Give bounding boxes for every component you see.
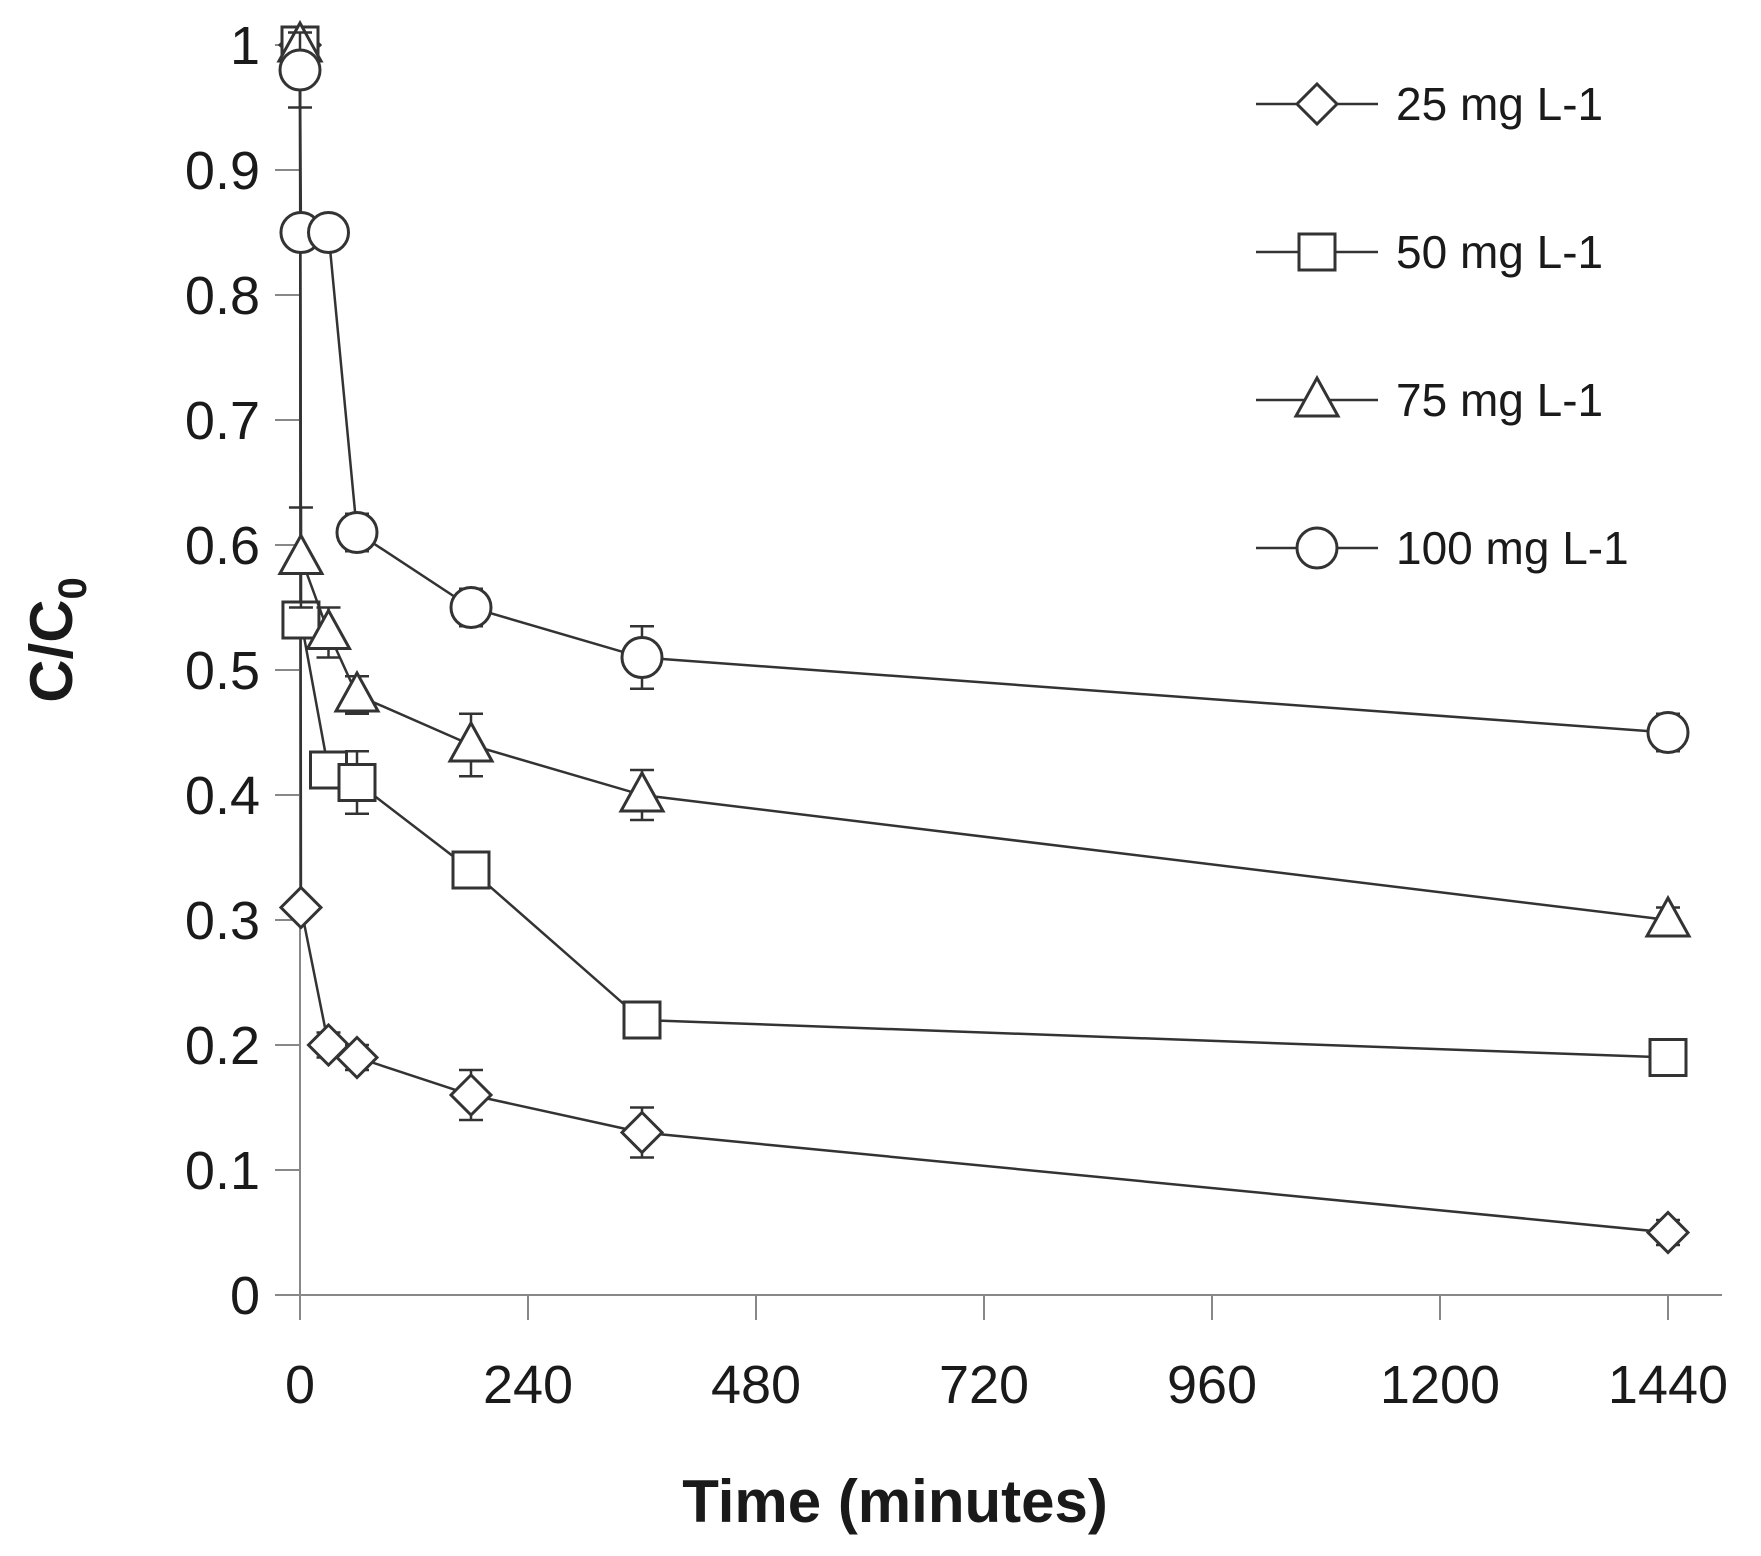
y-axis-title: C/C0 (18, 577, 95, 703)
y-tick-label: 0.3 (185, 891, 260, 951)
y-tick-label: 0 (230, 1266, 260, 1326)
y-tick-label: 0.7 (185, 391, 260, 451)
legend-label: 100 mg L-1 (1396, 522, 1629, 574)
series-square (280, 25, 1688, 1077)
legend-marker (1297, 232, 1337, 272)
x-tick-label: 240 (483, 1355, 573, 1415)
legend-item: 100 mg L-1 (1256, 522, 1629, 574)
data-point (1644, 894, 1692, 938)
y-tick-label: 0.1 (185, 1141, 260, 1201)
data-point (278, 48, 322, 92)
y-tick-label: 0.9 (185, 141, 260, 201)
data-point (307, 211, 350, 254)
series-line (298, 44, 1669, 1234)
data-point (1646, 711, 1690, 754)
data-point (449, 586, 493, 629)
legend-label: 25 mg L-1 (1396, 78, 1603, 130)
legend-marker (1295, 526, 1339, 570)
y-tick-label: 1 (230, 16, 260, 76)
data-point (278, 885, 324, 930)
legend-item: 50 mg L-1 (1256, 226, 1603, 278)
x-tick-label: 960 (1167, 1355, 1257, 1415)
data-point (619, 1110, 665, 1155)
data-point (333, 669, 381, 713)
data-point (447, 719, 495, 763)
legend: 25 mg L-1 50 mg L-1 75 mg L-1 100 mg L-1 (1256, 78, 1629, 574)
data-point (1648, 1038, 1688, 1077)
y-tick-label: 0.5 (185, 641, 260, 701)
data-point (451, 850, 491, 890)
legend-marker (1293, 374, 1341, 418)
y-axis-title-subscript: 0 (51, 577, 95, 599)
data-point (1645, 1210, 1691, 1255)
x-axis-title: Time (minutes) (682, 1468, 1108, 1535)
data-point (620, 636, 664, 679)
legend-label: 50 mg L-1 (1396, 226, 1603, 278)
legend-item: 75 mg L-1 (1256, 374, 1603, 426)
series-circle (278, 31, 1690, 754)
axes: 0 0.1 0.2 0.3 0.4 0.5 0.6 0.7 0.8 0.9 1 0 240 480 720 9… (185, 16, 1728, 1415)
legend-item: 25 mg L-1 (1256, 78, 1603, 130)
data-point (448, 1072, 494, 1118)
data-point (335, 511, 379, 554)
series-triangle (276, 19, 1692, 938)
data-point (334, 1035, 380, 1080)
data-point (618, 769, 666, 813)
legend-label: 75 mg L-1 (1396, 374, 1603, 426)
y-tick-label: 0.6 (185, 516, 260, 576)
plot-area (276, 19, 1692, 1255)
data-point (304, 607, 353, 650)
series-diamond (277, 22, 1691, 1255)
x-tick-label: 720 (939, 1355, 1029, 1415)
series-line (298, 44, 1669, 922)
x-tick-label: 1200 (1380, 1355, 1500, 1415)
data-point (277, 532, 325, 575)
x-tick-label: 0 (285, 1355, 315, 1415)
x-tick-label: 480 (711, 1355, 801, 1415)
x-tick-label: 1440 (1608, 1355, 1728, 1415)
y-tick-label: 0.8 (185, 266, 260, 326)
y-tick-label: 0.4 (185, 766, 260, 826)
y-tick-label: 0.2 (185, 1016, 260, 1076)
y-axis-title-main: C/C (18, 599, 85, 702)
data-point (337, 763, 377, 802)
data-point (622, 1000, 662, 1040)
legend-marker (1294, 81, 1340, 127)
